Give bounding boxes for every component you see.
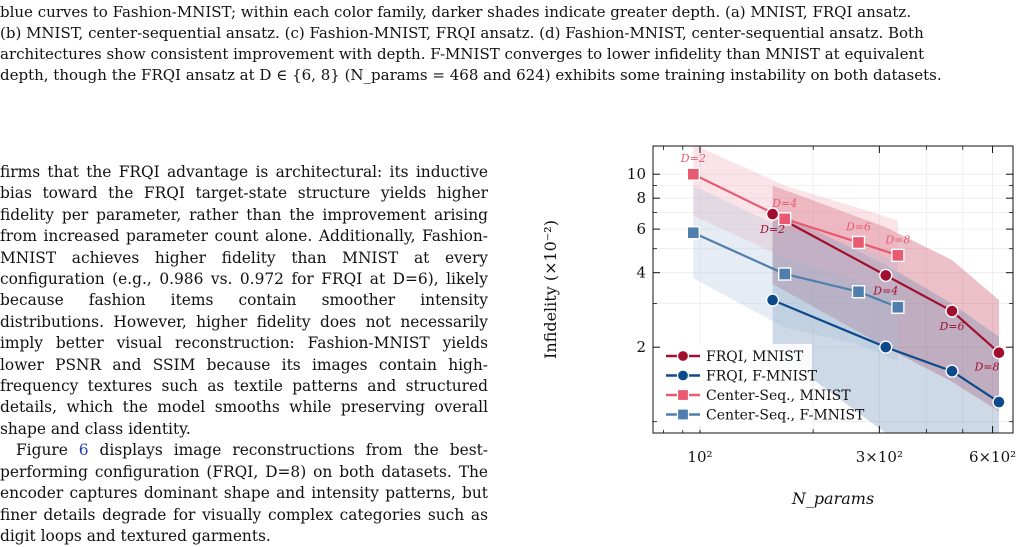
confidence-band: [693, 185, 898, 362]
data-point: [879, 340, 893, 354]
data-point: [945, 364, 959, 378]
data-point: [765, 293, 780, 307]
plot-area: [686, 146, 1006, 433]
data-point: [992, 345, 1006, 360]
depth-annotation: D=6: [845, 220, 871, 233]
confidence-band: [772, 185, 999, 412]
body-text-column: firms that the FRQI advantage is archite…: [0, 162, 488, 547]
data-point: [891, 300, 905, 314]
data-point: [686, 167, 701, 181]
y-tick-label: 10: [627, 165, 646, 183]
data-point: [851, 235, 866, 250]
y-tick-label: 8: [636, 189, 646, 207]
axes-frame: [652, 145, 1014, 434]
legend-label: FRQI, MNIST: [706, 349, 804, 365]
legend-marker: [676, 408, 690, 421]
data-point: [851, 285, 866, 299]
caption-line: depth, though the FRQI ansatz at D ∈ {6,…: [0, 66, 942, 84]
series-line: [692, 231, 899, 309]
depth-annotation: D=4: [872, 284, 898, 297]
legend-marker: [676, 349, 690, 363]
data-point: [777, 267, 792, 281]
confidence-band: [772, 209, 999, 433]
data-point: [686, 226, 701, 240]
para2-rest: displays image reconstructions from the …: [0, 441, 488, 545]
y-tick-label: 2: [636, 338, 646, 356]
depth-annotation: D=6: [938, 320, 964, 333]
depth-annotation: D=2: [680, 152, 706, 165]
data-point: [777, 212, 792, 226]
x-tick-label: 10²: [687, 448, 712, 466]
depth-annotation: D=8: [973, 361, 999, 374]
legend-label: Center-Seq., F-MNIST: [706, 408, 865, 424]
data-point: [891, 248, 905, 263]
legend: [660, 344, 812, 430]
legend-marker: [676, 388, 690, 402]
grid-lines: [653, 146, 1013, 433]
y-tick-label: 4: [636, 264, 646, 282]
paragraph-figure-reference: Figure 6 displays image reconstructions …: [0, 440, 488, 547]
x-axis-label: N_params: [791, 489, 874, 508]
legend-label: Center-Seq., MNIST: [706, 388, 851, 404]
y-tick-label: 6: [636, 220, 646, 238]
paragraph-frqi-advantage: firms that the FRQI advantage is archite…: [0, 163, 488, 438]
series-line: [772, 213, 1000, 354]
caption-line: (b) MNIST, center-sequential ansatz. (c)…: [0, 24, 924, 42]
x-tick-label: 3×10²: [856, 448, 903, 466]
figure-caption: blue curves to Fashion-MNIST; within eac…: [0, 2, 1015, 86]
data-point: [765, 207, 780, 221]
x-tick-label: 6×10²: [969, 448, 1016, 466]
infidelity-chart: D=2 D=4 D=6 D=8 D=2 D=4 D=6 D=8 10² 3×10² 6×10² 2 4 6…: [541, 145, 1016, 508]
caption-line: blue curves to Fashion-MNIST; within eac…: [0, 3, 912, 21]
minor-ticks: [653, 146, 1013, 433]
legend-marker: [676, 369, 690, 382]
data-point: [992, 395, 1006, 409]
depth-annotation: D=2: [759, 223, 785, 236]
y-axis-label: Infidelity (×10⁻²): [541, 220, 560, 359]
legend-label: FRQI, F-MNIST: [706, 369, 818, 385]
series-line: [772, 299, 1000, 404]
series-line: [692, 173, 899, 257]
para2-prefix: Figure: [16, 441, 79, 460]
data-point: [879, 268, 893, 283]
depth-annotation: D=4: [771, 197, 797, 210]
figure-6-link[interactable]: 6: [78, 441, 89, 460]
caption-line: architectures show consistent improvemen…: [0, 45, 925, 63]
depth-annotation: D=8: [884, 233, 910, 246]
infidelity-figure: D=2 D=4 D=6 D=8 D=2 D=4 D=6 D=8 10² 3×10² 6×10² 2 4 6…: [520, 136, 1027, 540]
data-point: [945, 304, 959, 318]
